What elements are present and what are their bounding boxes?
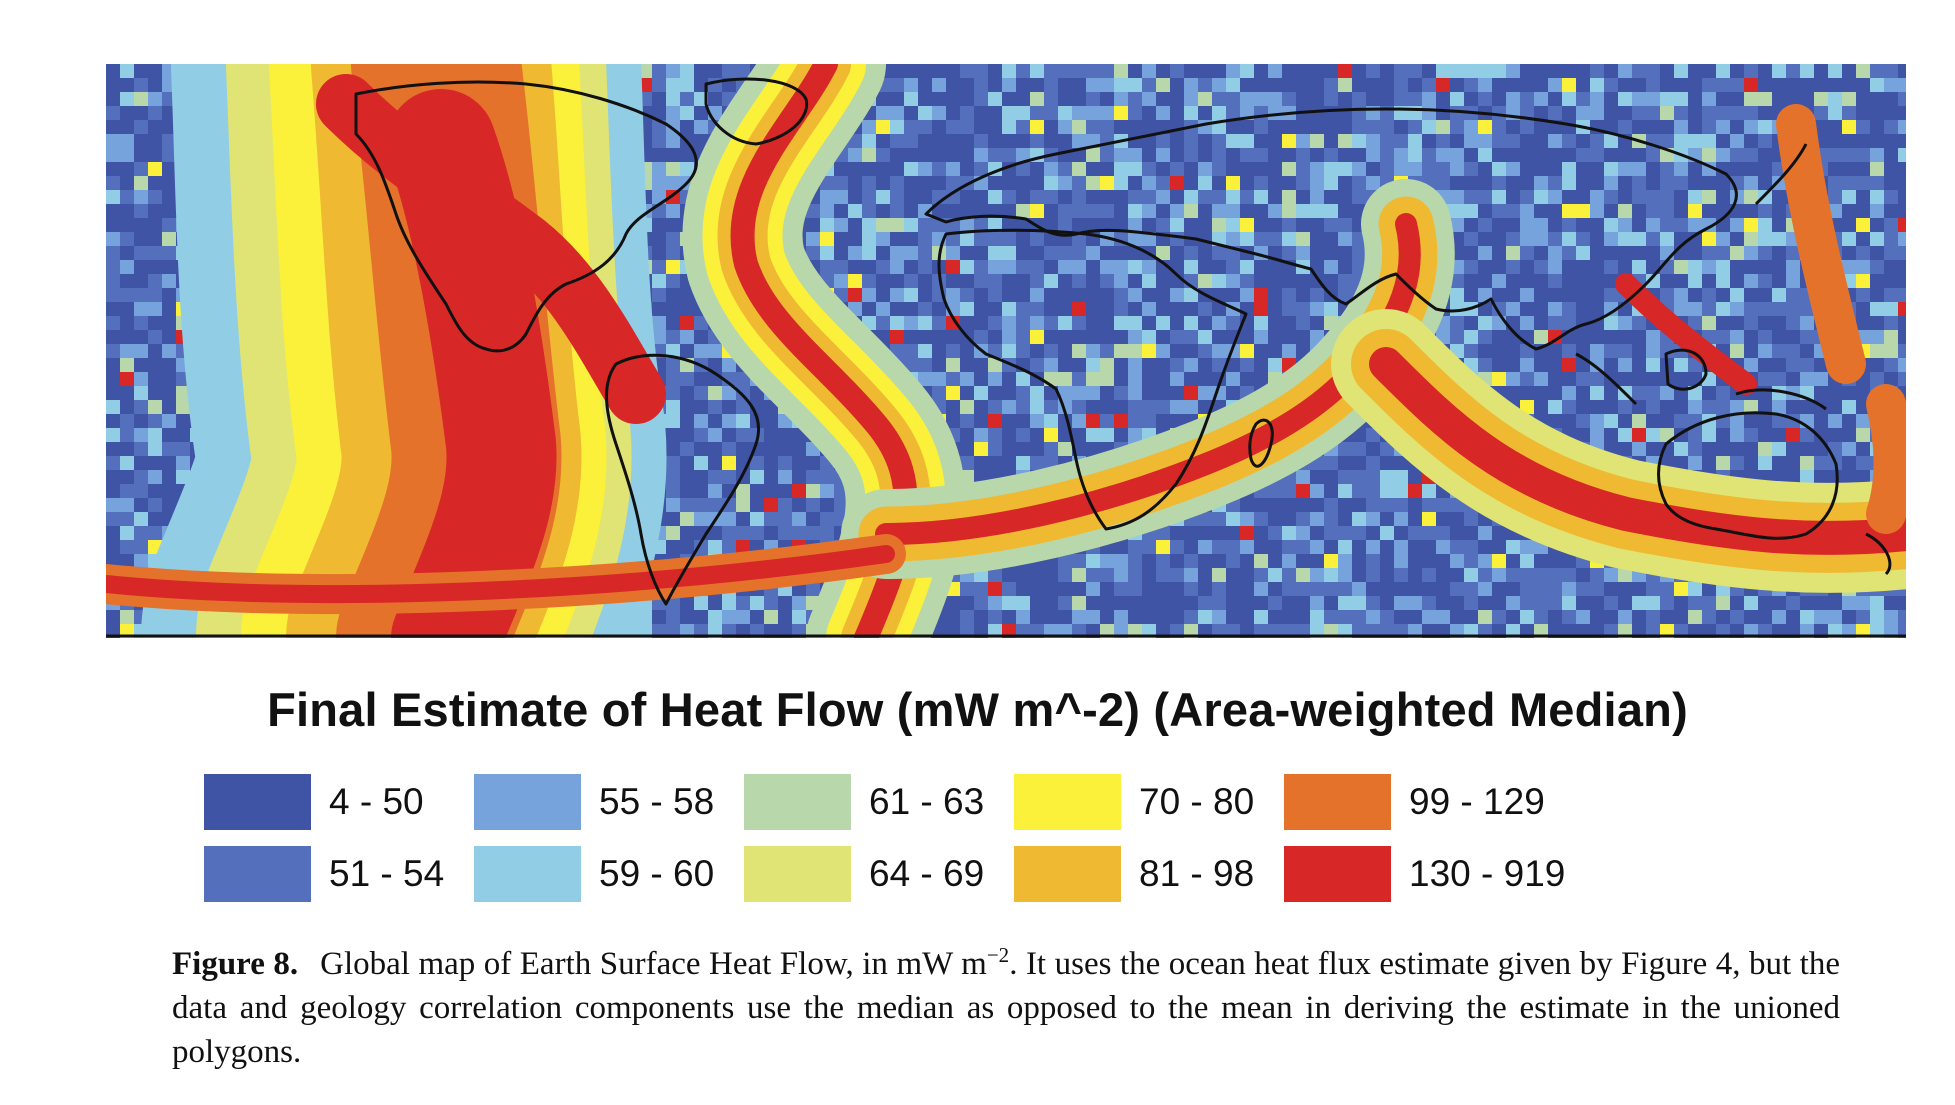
legend-item-81-98: 81 - 98 <box>1014 846 1254 902</box>
eurasia-outline <box>924 107 1738 351</box>
caption-superscript: −2 <box>986 943 1010 967</box>
legend-swatch <box>474 846 581 902</box>
legend-swatch <box>1284 846 1391 902</box>
legend-title: Final Estimate of Heat Flow (mW m^-2) (A… <box>267 683 1688 736</box>
africa-outline <box>937 228 1248 531</box>
legend-item-64-69: 64 - 69 <box>744 846 984 902</box>
madagascar-outline <box>1248 418 1274 468</box>
legend-swatch <box>1014 846 1121 902</box>
japan-outline <box>1754 143 1808 206</box>
caption-text-start: Global map of Earth Surface Heat Flow, i… <box>320 946 987 982</box>
legend-swatch <box>744 846 851 902</box>
legend-label: 99 - 129 <box>1409 781 1545 822</box>
legend-item-99-129: 99 - 129 <box>1284 774 1545 830</box>
figure-label: Figure 8. <box>172 946 299 982</box>
legend-item-130-919: 130 - 919 <box>1284 846 1565 902</box>
legend: 4 - 50 51 - 54 55 - 58 59 - 60 61 - 63 6… <box>204 774 1624 914</box>
indian-ocean-ridges <box>106 179 1906 614</box>
legend-item-70-80: 70 - 80 <box>1014 774 1254 830</box>
east-pacific-rise <box>141 64 667 638</box>
legend-label: 61 - 63 <box>869 781 985 822</box>
legend-item-4-50: 4 - 50 <box>204 774 424 830</box>
greenland-outline <box>704 77 809 146</box>
ridge-bands <box>106 64 1906 638</box>
legend-label: 55 - 58 <box>599 781 715 822</box>
legend-item-51-54: 51 - 54 <box>204 846 444 902</box>
legend-label: 51 - 54 <box>329 853 445 894</box>
legend-label: 70 - 80 <box>1139 781 1255 822</box>
heat-flow-map <box>106 64 1906 638</box>
legend-item-55-58: 55 - 58 <box>474 774 714 830</box>
borneo-outline <box>1664 348 1708 391</box>
legend-swatch <box>1284 774 1391 830</box>
continent-outlines <box>106 77 1906 638</box>
legend-label: 130 - 919 <box>1409 853 1566 894</box>
legend-item-59-60: 59 - 60 <box>474 846 714 902</box>
legend-swatch <box>204 846 311 902</box>
caption-text-end: . It uses the ocean heat flux estimate g… <box>172 946 1841 1070</box>
legend-label: 64 - 69 <box>869 853 985 894</box>
legend-item-61-63: 61 - 63 <box>744 774 984 830</box>
legend-label: 81 - 98 <box>1139 853 1255 894</box>
legend-swatch <box>1014 774 1121 830</box>
figure-caption: Figure 8. Global map of Earth Surface Hea… <box>172 942 1840 1074</box>
new-zealand-outline <box>1865 532 1892 576</box>
legend-swatch <box>474 774 581 830</box>
legend-swatch <box>744 774 851 830</box>
sumatra-outline <box>1575 352 1638 406</box>
australia-outline <box>1657 411 1839 540</box>
legend-label: 4 - 50 <box>329 781 424 822</box>
south-america-outline <box>605 353 761 606</box>
legend-label: 59 - 60 <box>599 853 715 894</box>
new-guinea-outline <box>1735 388 1827 411</box>
legend-swatch <box>204 774 311 830</box>
north-america-outline <box>354 80 698 353</box>
